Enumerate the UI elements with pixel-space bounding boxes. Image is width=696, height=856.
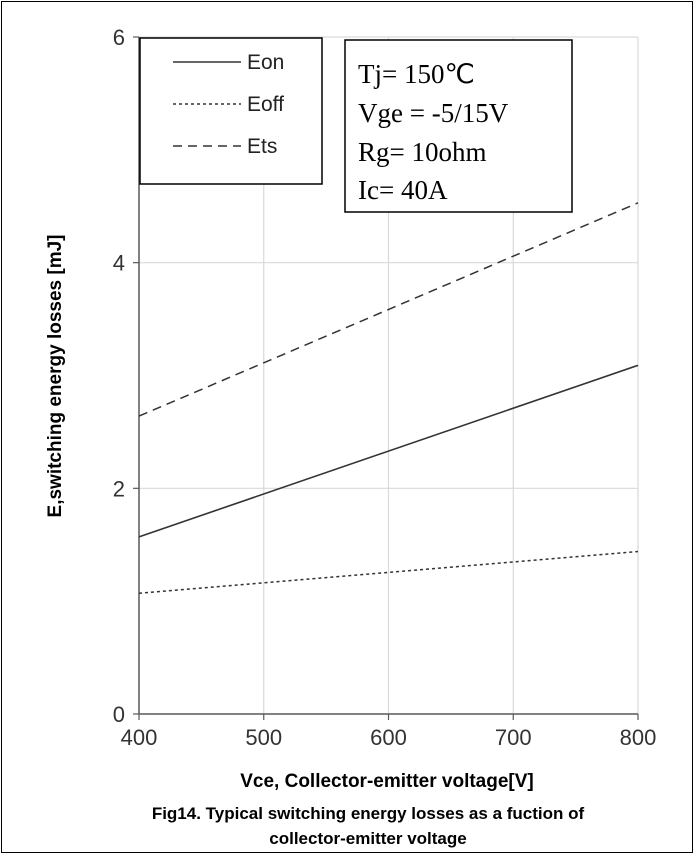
y-axis-title: E,switching energy losses [mJ] <box>45 235 66 518</box>
legend-label-eon: Eon <box>247 51 284 74</box>
y-tick-label: 0 <box>113 702 125 727</box>
x-tick-label: 700 <box>495 725 532 750</box>
figure-caption-line-2: collector-emitter voltage <box>269 829 466 848</box>
y-tick-label: 4 <box>113 251 125 276</box>
series-line-eon <box>138 364 639 538</box>
legend-label-eoff: Eoff <box>247 93 284 116</box>
conditions-frame <box>344 39 573 213</box>
x-tick-label: 400 <box>121 725 158 750</box>
legend-box <box>139 37 323 185</box>
condition-vge: Vge = -5/15V <box>358 98 509 128</box>
x-axis-title: Vce, Collector-emitter voltage[V] <box>240 771 534 792</box>
series-layer <box>138 202 639 595</box>
figure-caption-line-1: Fig14. Typical switching energy losses a… <box>152 804 585 823</box>
x-tick-label: 800 <box>620 725 657 750</box>
x-tick-label: 500 <box>245 725 282 750</box>
conditions-box: Tj= 150℃ Vge = -5/15V Rg= 10ohm Ic= 40A <box>344 39 573 213</box>
series-line-ets <box>138 202 639 417</box>
legend-label-ets: Ets <box>247 135 277 158</box>
axes <box>133 36 639 720</box>
y-tick-label: 6 <box>113 25 125 50</box>
condition-ic: Ic= 40A <box>358 175 448 205</box>
x-tick-label: 600 <box>370 725 407 750</box>
condition-tj: Tj= 150℃ <box>358 59 475 89</box>
condition-rg: Rg= 10ohm <box>358 137 487 167</box>
tick-labels: 400 500 600 700 800 0 2 4 6 <box>113 25 657 750</box>
legend: Eon Eoff Ets <box>139 37 323 185</box>
y-tick-label: 2 <box>113 476 125 501</box>
